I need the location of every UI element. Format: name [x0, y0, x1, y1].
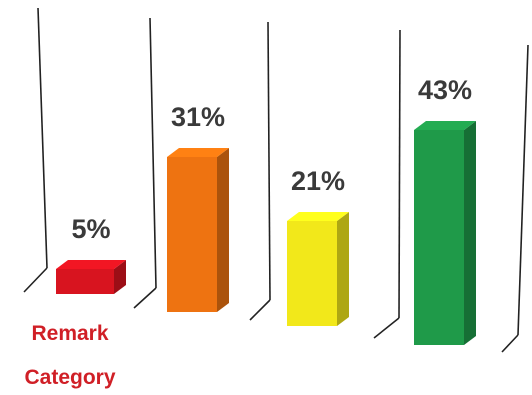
- category-label-line2: Category: [24, 366, 115, 389]
- floor-line: [501, 334, 519, 353]
- bar: [287, 212, 349, 326]
- bars-group: [56, 121, 476, 345]
- value-label: 21%: [291, 166, 345, 196]
- bar-side-face: [217, 148, 229, 312]
- frame-lines: [23, 7, 529, 353]
- bar-side-face: [464, 121, 476, 345]
- divider-line: [37, 7, 48, 269]
- category-label: Remark: [31, 322, 108, 345]
- floor-line: [23, 267, 48, 293]
- floor-line: [373, 317, 400, 339]
- bar-top-face: [167, 148, 229, 157]
- value-label: 31%: [171, 102, 225, 132]
- value-labels-group: 5% 31% 21% 43%: [71, 75, 472, 244]
- bar-front-face: [287, 221, 337, 326]
- floor-line: [249, 299, 271, 321]
- bar-front-face: [167, 157, 217, 312]
- bar-top-face: [56, 260, 126, 269]
- bar-top-face: [287, 212, 349, 221]
- divider-line: [517, 44, 529, 336]
- bar-side-face: [337, 212, 349, 326]
- bar-top-face: [414, 121, 476, 130]
- bar: [414, 121, 476, 345]
- divider-line: [149, 17, 157, 289]
- floor-line: [133, 287, 157, 309]
- value-label: 43%: [418, 75, 472, 105]
- bar-front-face: [56, 269, 114, 294]
- bar-side-face: [114, 260, 126, 294]
- bar: [167, 148, 229, 312]
- value-label: 5%: [71, 214, 110, 244]
- bar: [56, 260, 126, 294]
- bar-front-face: [414, 130, 464, 345]
- divider-line: [267, 21, 271, 301]
- divider-line: [398, 29, 401, 319]
